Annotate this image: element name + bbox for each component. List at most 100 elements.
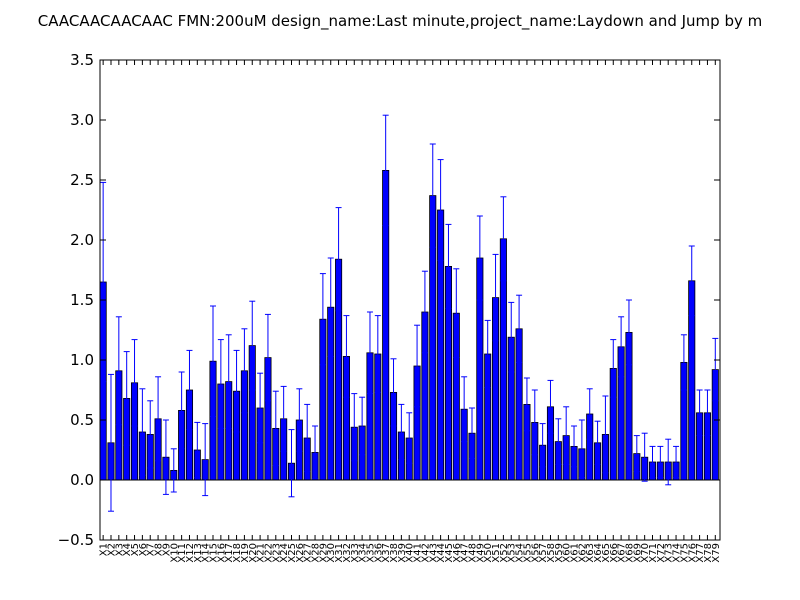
x-tick-label: X66 bbox=[609, 543, 620, 563]
x-tick-label: X27 bbox=[303, 543, 314, 563]
x-tick-label: X17 bbox=[224, 543, 235, 563]
x-tick-label: X52 bbox=[499, 543, 510, 563]
error-bar-x1 bbox=[100, 181, 107, 383]
error-bar-x3 bbox=[115, 316, 122, 426]
x-tick-label: X63 bbox=[585, 543, 596, 563]
error-bar-x31 bbox=[335, 207, 342, 312]
error-bar-x35 bbox=[366, 311, 373, 395]
x-tick-label: X39 bbox=[397, 543, 408, 563]
error-bar-x38 bbox=[390, 358, 397, 427]
error-bar-x44 bbox=[437, 159, 444, 261]
y-tick-label: 0.0 bbox=[70, 471, 94, 489]
error-bar-x48 bbox=[469, 407, 475, 459]
x-tick-label: X74 bbox=[672, 543, 683, 563]
x-tick-label: X2 bbox=[106, 543, 117, 556]
x-tick-label: X68 bbox=[624, 543, 635, 563]
x-tick-label: X28 bbox=[311, 543, 322, 563]
error-bar-x27 bbox=[304, 403, 311, 473]
x-tick-label: X25 bbox=[287, 543, 298, 563]
x-tick-label: X42 bbox=[420, 543, 431, 563]
x-tick-label: X75 bbox=[679, 543, 690, 563]
error-bar-x7 bbox=[147, 400, 154, 469]
error-bar-x17 bbox=[225, 334, 232, 429]
x-tick-label: X35 bbox=[365, 543, 376, 563]
x-tick-label: X73 bbox=[664, 543, 675, 563]
error-bar-x79 bbox=[712, 337, 719, 402]
error-bar-x33 bbox=[351, 393, 358, 462]
x-tick-label: X67 bbox=[617, 543, 628, 563]
error-bar-x51 bbox=[492, 253, 499, 342]
x-tick-label: X64 bbox=[593, 543, 604, 563]
error-bar-x16 bbox=[217, 339, 224, 429]
x-tick-label: X3 bbox=[114, 543, 125, 556]
error-bar-x53 bbox=[508, 301, 515, 373]
error-bar-x50 bbox=[484, 319, 491, 389]
x-tick-label: X12 bbox=[185, 543, 196, 563]
x-tick-label: X72 bbox=[656, 543, 667, 563]
error-bar-x74 bbox=[673, 445, 680, 479]
x-tick-label: X54 bbox=[515, 543, 526, 563]
error-bar-x56 bbox=[531, 389, 538, 456]
error-bar-x43 bbox=[429, 143, 436, 248]
error-bar-x14 bbox=[202, 423, 209, 497]
error-bar-x40 bbox=[406, 412, 413, 464]
error-bar-x10 bbox=[170, 448, 177, 493]
y-tick-label: 2.0 bbox=[70, 231, 94, 249]
error-bar-x46 bbox=[453, 268, 460, 359]
error-bar-x32 bbox=[343, 315, 350, 398]
x-tick-label: X45 bbox=[444, 543, 455, 563]
error-bar-x13 bbox=[194, 421, 201, 479]
error-bar-x5 bbox=[131, 339, 138, 427]
x-tick-label: X11 bbox=[177, 543, 188, 563]
error-bar-x19 bbox=[241, 328, 248, 414]
error-bar-x20 bbox=[249, 300, 256, 391]
x-tick-label: X4 bbox=[122, 543, 133, 556]
error-bar-x25 bbox=[288, 429, 295, 498]
x-tick-label: X24 bbox=[279, 543, 290, 563]
x-tick-label: X56 bbox=[530, 543, 541, 563]
error-bar-x30 bbox=[327, 257, 334, 357]
x-tick-label: X26 bbox=[295, 543, 306, 563]
x-tick-label: X59 bbox=[554, 543, 565, 563]
error-bar-x26 bbox=[296, 388, 303, 452]
x-tick-label: X71 bbox=[648, 543, 659, 563]
x-tick-label: X76 bbox=[687, 543, 698, 563]
y-tick-label: 1.0 bbox=[70, 351, 94, 369]
error-bar-x75 bbox=[680, 334, 687, 391]
y-tick-label: 1.5 bbox=[70, 291, 94, 309]
x-tick-label: X60 bbox=[562, 543, 573, 563]
error-bar-x49 bbox=[476, 215, 483, 301]
error-bar-x61 bbox=[571, 425, 578, 468]
bar-series bbox=[99, 169, 720, 481]
x-tick-label: X79 bbox=[711, 543, 722, 563]
x-tick-label: X14 bbox=[201, 543, 212, 563]
x-tick-label: X19 bbox=[240, 543, 251, 563]
error-bar-x64 bbox=[594, 420, 601, 465]
error-bar-x8 bbox=[155, 376, 162, 462]
error-bar-x63 bbox=[586, 388, 593, 440]
x-tick-label: X36 bbox=[373, 543, 384, 563]
x-tick-label: X8 bbox=[154, 543, 165, 556]
error-bar-x39 bbox=[398, 403, 405, 461]
error-bar-x15 bbox=[210, 305, 217, 417]
x-tick-label: X61 bbox=[570, 543, 581, 563]
error-bar-x29 bbox=[319, 273, 326, 366]
x-tick-label: X46 bbox=[452, 543, 463, 563]
x-tick-label: X31 bbox=[334, 543, 345, 563]
error-bar-x73 bbox=[665, 438, 672, 486]
x-tick-label: X43 bbox=[428, 543, 439, 563]
error-bar-x70 bbox=[641, 432, 648, 482]
error-bar-x4 bbox=[123, 351, 130, 446]
x-tick-label: X1 bbox=[99, 543, 110, 556]
error-bar-x24 bbox=[280, 385, 287, 452]
x-tick-label: X58 bbox=[546, 543, 557, 563]
y-tick-label: 3.5 bbox=[70, 51, 94, 69]
x-tick-label: X69 bbox=[632, 543, 643, 563]
x-tick-label: X57 bbox=[538, 543, 549, 563]
x-tick-label: X70 bbox=[640, 543, 651, 563]
error-bar-x11 bbox=[178, 371, 185, 450]
x-tick-label: X49 bbox=[475, 543, 486, 563]
error-bar-x76 bbox=[688, 245, 695, 317]
error-bar-x58 bbox=[547, 379, 554, 434]
